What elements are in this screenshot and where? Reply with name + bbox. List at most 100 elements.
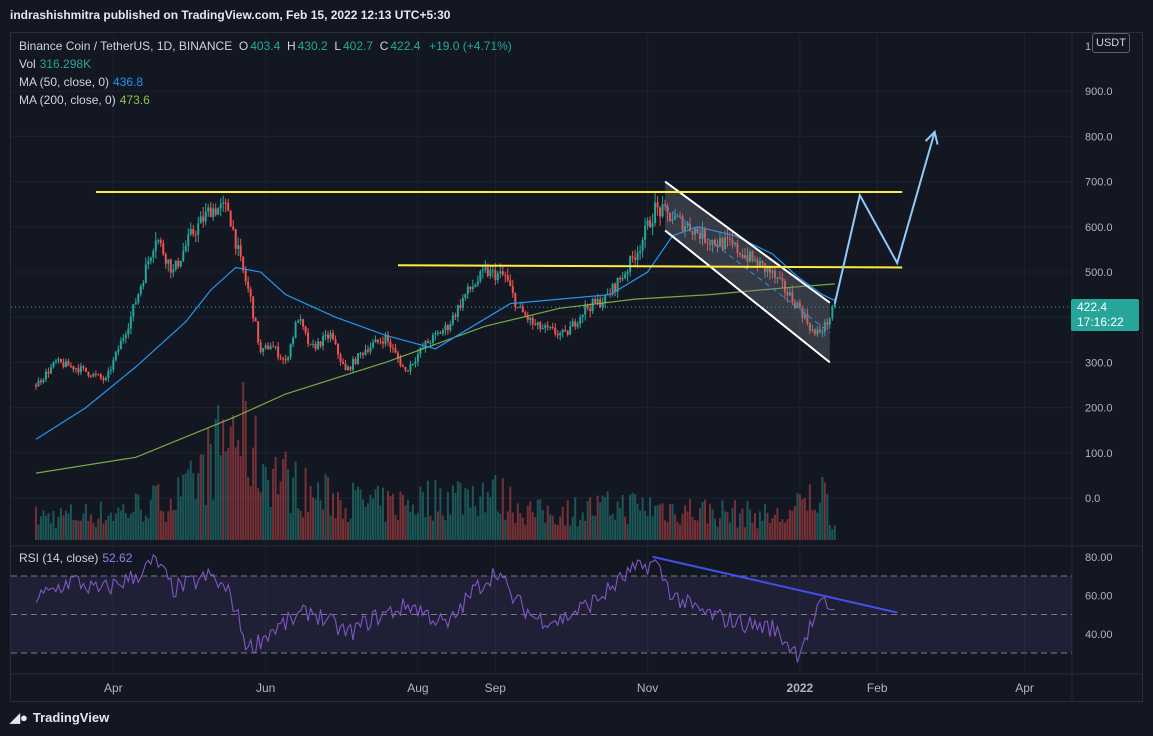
volume-bar <box>159 510 162 540</box>
volume-bar <box>259 492 262 540</box>
candle-body <box>684 226 687 231</box>
candle-body <box>314 343 317 349</box>
volume-bar <box>199 454 202 540</box>
volume-bar <box>601 495 604 540</box>
volume-bar <box>152 485 155 540</box>
ma200-label[interactable]: MA (200, close, 0) <box>19 93 116 107</box>
candle-body <box>371 342 374 348</box>
candle-body <box>399 358 402 366</box>
volume-bar <box>89 514 92 540</box>
volume-bar <box>776 507 779 540</box>
candle-body <box>409 364 412 372</box>
volume-bar <box>217 405 220 540</box>
candle-body <box>57 359 60 361</box>
vol-label[interactable]: Vol <box>19 57 36 71</box>
candle-body <box>269 346 272 350</box>
price-tick-label: 900.0 <box>1085 86 1113 98</box>
candle-body <box>39 380 42 383</box>
volume-bar <box>404 505 407 540</box>
tradingview-logo-icon: ◢● <box>10 710 28 725</box>
candle-body <box>801 307 804 318</box>
candle-body <box>337 343 340 355</box>
ma50-label[interactable]: MA (50, close, 0) <box>19 75 110 89</box>
volume-bar <box>581 512 584 540</box>
candle-body <box>751 251 754 261</box>
candle-body <box>394 348 397 353</box>
volume-bar <box>773 514 776 540</box>
footer-brand[interactable]: ◢● TradingView <box>10 710 109 726</box>
volume-bar <box>244 401 247 540</box>
volume-bar <box>334 517 337 540</box>
volume-bar <box>798 494 801 540</box>
price-tick-label: 600.0 <box>1085 222 1113 234</box>
volume-bar <box>342 518 345 540</box>
volume-bar <box>566 500 569 540</box>
currency-badge[interactable]: USDT <box>1092 33 1130 53</box>
chart-frame[interactable] <box>10 32 1143 702</box>
candle-body <box>209 207 212 218</box>
volume-bar <box>239 456 242 540</box>
candle-body <box>279 357 282 359</box>
volume-bar <box>147 518 150 540</box>
volume-bar <box>192 473 195 540</box>
volume-bar <box>456 481 459 540</box>
candle-body <box>616 278 619 292</box>
volume-bar <box>332 493 335 540</box>
volume-bar <box>591 515 594 540</box>
volume-bar <box>307 512 310 540</box>
volume-bar <box>87 521 90 540</box>
volume-bar <box>516 503 519 540</box>
volume-bar <box>816 512 819 540</box>
volume-bar <box>72 519 75 540</box>
candle-body <box>524 312 527 316</box>
volume-bar <box>716 526 719 540</box>
candle-body <box>828 318 831 325</box>
volume-bar <box>274 456 277 540</box>
candle-body <box>359 353 362 355</box>
candle-body <box>808 323 811 331</box>
volume-bar <box>646 516 649 540</box>
candle-body <box>656 202 659 208</box>
volume-bar <box>664 520 667 540</box>
candle-body <box>461 297 464 308</box>
volume-bar <box>204 505 207 540</box>
candle-body <box>419 347 422 355</box>
candle-body <box>738 252 741 255</box>
volume-bar <box>471 485 474 540</box>
candle-body <box>439 332 442 334</box>
candle-body <box>444 325 447 331</box>
volume-bar <box>619 508 622 540</box>
rsi-tick-label: 40.00 <box>1085 629 1113 641</box>
volume-bar <box>47 513 50 540</box>
volume-bar <box>352 482 355 540</box>
candle-body <box>62 362 65 367</box>
volume-bar <box>297 508 300 540</box>
volume-bar <box>604 497 607 540</box>
candle-body <box>614 283 617 292</box>
candle-body <box>748 251 751 262</box>
volume-bar <box>177 477 180 540</box>
candle-body <box>826 322 829 325</box>
candle-body <box>134 302 137 305</box>
candle-body <box>451 315 454 325</box>
volume-bar <box>723 511 726 540</box>
rsi-label[interactable]: RSI (14, close) <box>19 551 99 565</box>
high-value: 430.2 <box>297 39 328 53</box>
volume-bar <box>149 499 152 540</box>
candle-body <box>589 308 592 312</box>
candle-body <box>129 316 132 329</box>
candle-body <box>384 334 387 344</box>
volume-bar <box>319 500 322 540</box>
volume-bar <box>232 415 235 540</box>
symbol-name[interactable]: Binance Coin / TetherUS, 1D, BINANCE <box>19 39 233 53</box>
volume-bar <box>636 503 639 540</box>
candle-body <box>833 303 836 308</box>
candle-body <box>783 281 786 293</box>
volume-bar <box>219 455 222 540</box>
volume-bar <box>132 511 135 540</box>
candle-body <box>366 349 369 352</box>
candle-body <box>669 212 672 222</box>
volume-bar <box>496 511 499 540</box>
candle-body <box>97 374 100 376</box>
